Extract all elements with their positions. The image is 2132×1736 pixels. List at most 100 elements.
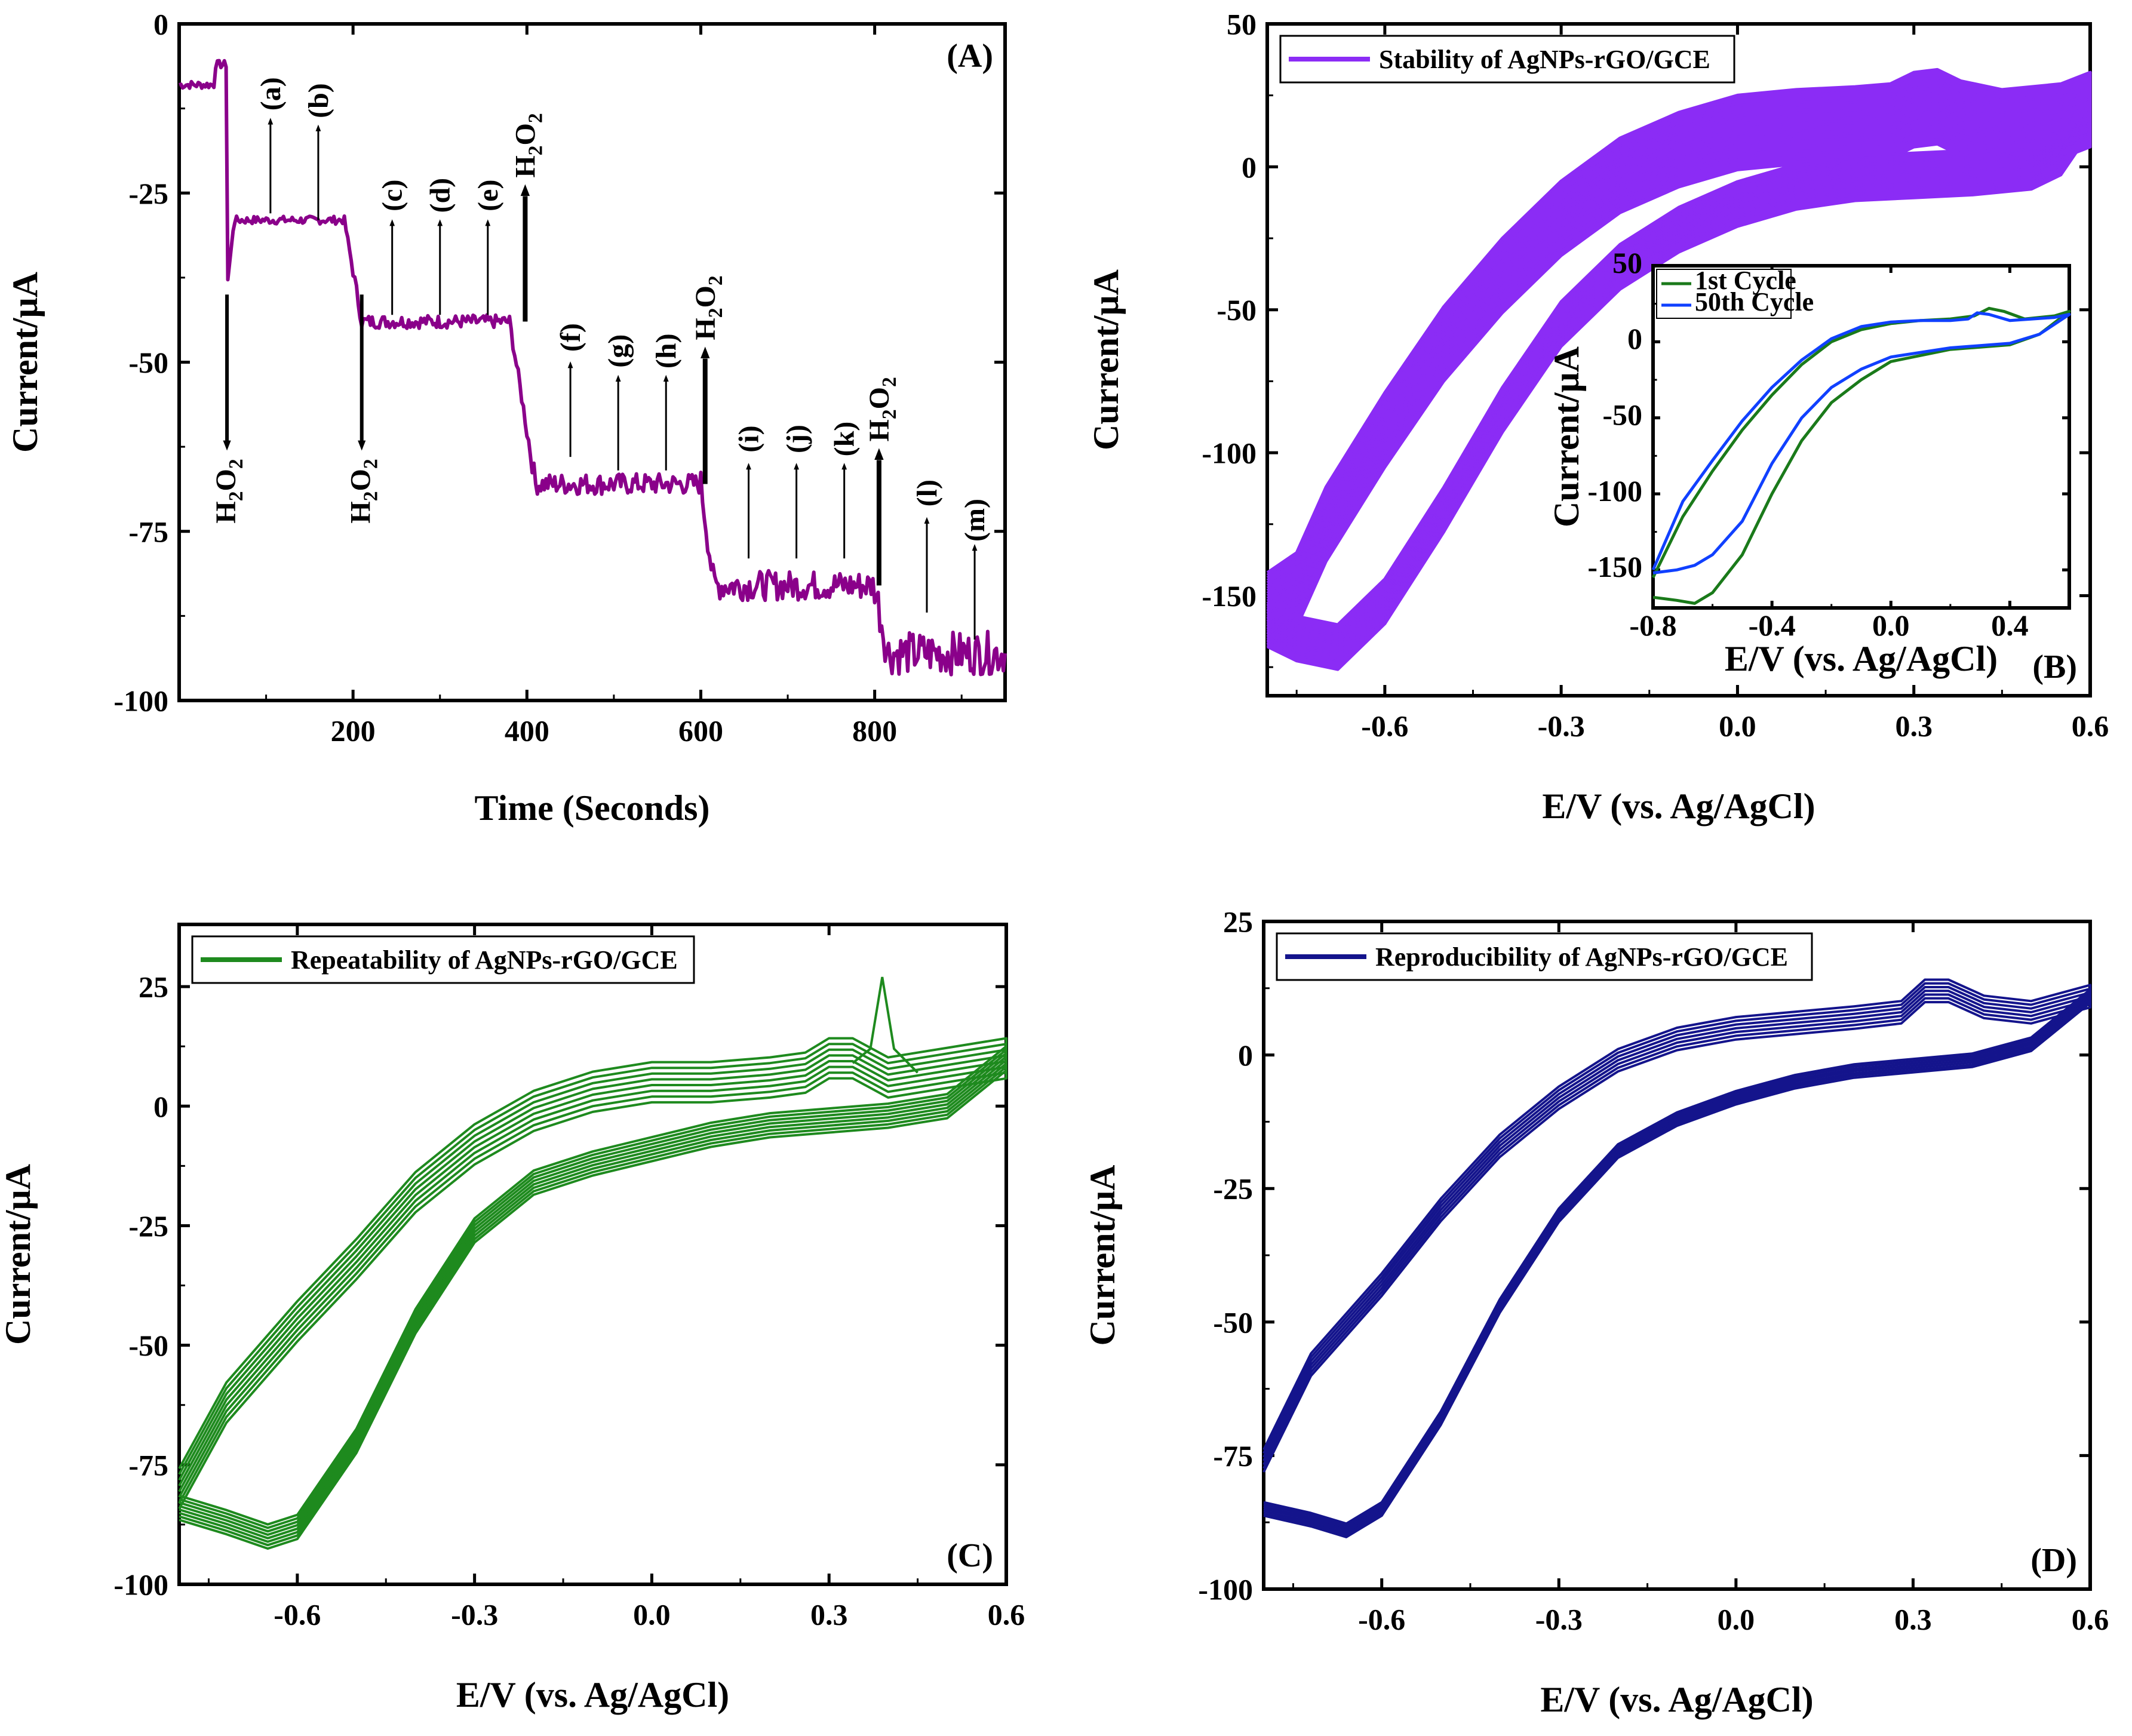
y-tick-label: -50 (1213, 1305, 1253, 1339)
h2o2-arrow-head (701, 346, 710, 359)
marker-label-text: (m) (959, 499, 991, 542)
inset-legend-label: 50th Cycle (1695, 287, 1814, 317)
y-axis-label: Current/μA (1083, 1165, 1122, 1346)
x-axis-label: E/V (vs. Ag/AgCl) (1540, 1680, 1813, 1719)
y-tick-label: 0 (153, 8, 168, 41)
x-tick-label: 400 (505, 714, 549, 748)
y-tick-label: -50 (128, 1329, 168, 1362)
panel-d: -0.6 -0.3 0.0 0.3 0.6 25 0 -25 -50 -75 -100 Reprodu… (1083, 905, 2109, 1720)
marker-label: (m) (959, 499, 991, 542)
inset-series-line (1651, 311, 2071, 574)
cv-cycle (178, 1037, 1007, 1550)
y-tick-label: -75 (1213, 1439, 1253, 1473)
marker-arrow-head (794, 463, 800, 470)
x-tick-label: -0.6 (1358, 1603, 1405, 1636)
y-tick-label: 25 (1223, 905, 1253, 939)
cv-cycle (178, 1043, 1007, 1547)
cv-curves (178, 1037, 1007, 1550)
h2o2-arrow-head (520, 184, 530, 196)
cv-cycle (178, 1048, 1007, 1543)
marker-label: (h) (650, 333, 682, 368)
x-tick-label: 0.6 (2072, 1603, 2109, 1636)
y-tick-label: -100 (1587, 474, 1642, 508)
marker-arrow-head (615, 374, 621, 382)
inset-x-axis-label: E/V (vs. Ag/AgCl) (1725, 639, 1998, 678)
marker-label-text: (a) (255, 77, 287, 110)
legend-label: Stability of AgNPs-rGO/GCE (1379, 45, 1710, 74)
plot-frame (1262, 920, 2092, 1591)
y-axis-label: Current/μA (0, 1164, 38, 1345)
marker-label-text: (c) (377, 180, 408, 211)
y-tick-label: -150 (1587, 550, 1642, 583)
x-tick-label: -0.3 (451, 1598, 498, 1631)
h2o2-label: H2O2 (345, 459, 382, 523)
marker-label-text: (i) (733, 425, 765, 452)
cv-cycle (1262, 982, 2091, 1537)
y-axis-label-group: Current/μA (0, 1164, 38, 1345)
marker-label: (g) (603, 334, 634, 368)
marker-arrow-head (924, 517, 930, 524)
y-tick-label: -50 (1602, 398, 1642, 432)
x-axis-label: Time (Seconds) (475, 788, 710, 828)
x-tick-label: 0.4 (1991, 609, 2029, 642)
marker-arrow-head (315, 124, 321, 131)
marker-label-text: (g) (603, 334, 634, 368)
y-tick-label: -100 (1202, 437, 1257, 470)
legend-label: Repeatability of AgNPs-rGO/GCE (291, 945, 678, 975)
marker-label: (b) (303, 83, 334, 118)
x-tick-label: -0.6 (274, 1598, 321, 1631)
h2o2-label: H2O2 (690, 275, 727, 340)
x-tick-label: 0.6 (988, 1598, 1025, 1631)
panel-b-inset: -0.8 -0.4 0.0 0.4 50 0 -50 -100 -150 1st Cycle50t… (1547, 246, 2071, 678)
y-tick-label: 50 (1612, 246, 1642, 279)
y-axis-label-group: Current/μA (1086, 269, 1126, 450)
x-tick-label: -0.8 (1629, 609, 1676, 642)
y-tick-label: -75 (128, 515, 168, 548)
marker-arrow-head (567, 361, 573, 368)
cv-cycle (1262, 990, 2091, 1528)
marker-arrow-head (663, 374, 669, 382)
marker-label: (k) (829, 422, 861, 457)
marker-label-text: (e) (472, 180, 504, 211)
cv-cycle (1262, 988, 2091, 1525)
cv-curves (1266, 67, 2092, 671)
inset-legend-box (1656, 269, 1792, 319)
cv-curves (1262, 978, 2091, 1538)
marker-label: (i) (733, 425, 765, 452)
h2o2-label-text: H2O2 (345, 459, 382, 523)
cv-cycle (178, 1054, 1007, 1540)
y-tick-label: 0 (153, 1090, 168, 1123)
cv-cycle (1262, 993, 2091, 1529)
y-tick-label: 0 (1242, 150, 1257, 184)
y-tick-label: -25 (1213, 1172, 1253, 1206)
plot-frame (177, 923, 1008, 1586)
x-tick-label: -0.3 (1535, 1603, 1583, 1636)
marker-label: (a) (255, 77, 287, 110)
inset-background (1653, 266, 2069, 608)
x-tick-label: -0.6 (1361, 709, 1408, 743)
y-tick-label: -100 (1198, 1573, 1253, 1606)
marker-arrow-head (268, 118, 274, 125)
h2o2-label-text: H2O2 (210, 459, 247, 523)
x-axis-label: E/V (vs. Ag/AgCl) (456, 1675, 729, 1715)
cv-cycle (178, 1055, 1007, 1536)
h2o2-label: H2O2 (509, 113, 546, 177)
x-tick-label: 0.0 (1718, 1603, 1755, 1636)
panel-label: (C) (947, 1537, 993, 1574)
marker-label: (d) (425, 178, 456, 213)
x-tick-label: 0.3 (1895, 709, 1933, 743)
marker-arrow-head (746, 463, 751, 470)
inset-y-axis-label-group: Current/μA (1547, 346, 1586, 527)
y-tick-label: -25 (128, 1209, 168, 1243)
plot-frame (1265, 22, 2092, 698)
panel-label: (B) (2032, 649, 2077, 686)
h2o2-label: H2O2 (864, 377, 901, 441)
panel-c: -0.6 -0.3 0.0 0.3 0.6 25 0 -25 -50 -75 -100 Repeata… (0, 923, 1025, 1715)
cv-cycle (1266, 67, 2092, 671)
cv-peak-spike (852, 976, 919, 1074)
marker-arrow-head (972, 544, 978, 551)
marker-arrow-head (437, 219, 443, 226)
legend-label: Reproducibility of AgNPs-rGO/GCE (1375, 942, 1788, 972)
marker-label-text: (k) (829, 422, 861, 457)
cv-cycle (1262, 990, 2091, 1532)
